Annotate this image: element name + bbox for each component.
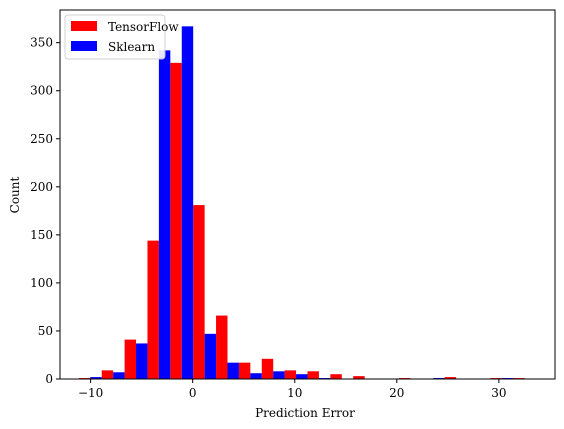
bar-sklearn-3 [158, 50, 171, 379]
x-tick-label: 0 [189, 386, 197, 400]
bar-tensorflow-1 [101, 370, 114, 379]
legend-swatch-tensorflow [71, 21, 97, 31]
bar-sklearn-5 [204, 333, 217, 379]
bar-tensorflow-5 [193, 205, 205, 379]
bar-sklearn-8 [273, 371, 285, 379]
legend-label-sklearn: Sklearn [108, 40, 155, 54]
y-axis-label: Count [8, 176, 22, 213]
bar-tensorflow-12 [353, 376, 365, 379]
bar-sklearn-2 [136, 343, 148, 379]
bar-tensorflow-9 [284, 370, 297, 379]
bar-tensorflow-3 [147, 240, 159, 379]
y-tick-label: 300 [30, 84, 53, 98]
bar-tensorflow-2 [124, 339, 137, 379]
y-tick-label: 250 [30, 132, 53, 146]
y-tick-label: 100 [30, 276, 53, 290]
y-tick-label: 150 [30, 228, 53, 242]
legend-swatch-sklearn [71, 41, 97, 51]
x-tick-label: 10 [287, 386, 302, 400]
bar-tensorflow-11 [330, 374, 342, 379]
x-tick-label: 20 [389, 386, 404, 400]
bar-sklearn-4 [181, 26, 194, 379]
bar-sklearn-6 [227, 362, 239, 379]
bar-sklearn-9 [296, 374, 308, 379]
bar-tensorflow-8 [261, 358, 274, 379]
y-axis-ticks: 0 50 100 150 200 250 300 350 [30, 36, 60, 386]
bar-sklearn-0 [90, 377, 102, 379]
y-tick-label: 0 [45, 372, 53, 386]
bar-tensorflow-7 [238, 362, 251, 379]
bar-tensorflow-6 [216, 315, 228, 379]
bar-tensorflow-4 [170, 62, 182, 379]
bar-tensorflow-16 [444, 377, 457, 379]
bar-sklearn-7 [250, 373, 262, 379]
y-tick-label: 350 [30, 36, 53, 50]
legend: TensorFlow Sklearn [64, 14, 179, 60]
bar-sklearn-1 [113, 372, 125, 379]
bar-tensorflow-10 [307, 371, 319, 379]
x-tick-label: −10 [78, 386, 103, 400]
x-axis-ticks: −10 0 10 20 30 [78, 379, 507, 400]
x-axis-label: Prediction Error [255, 406, 355, 420]
x-tick-label: 30 [491, 386, 506, 400]
y-tick-label: 200 [30, 180, 53, 194]
legend-label-tensorflow: TensorFlow [108, 20, 179, 34]
plot-frame [59, 9, 556, 380]
y-tick-label: 50 [38, 324, 53, 338]
